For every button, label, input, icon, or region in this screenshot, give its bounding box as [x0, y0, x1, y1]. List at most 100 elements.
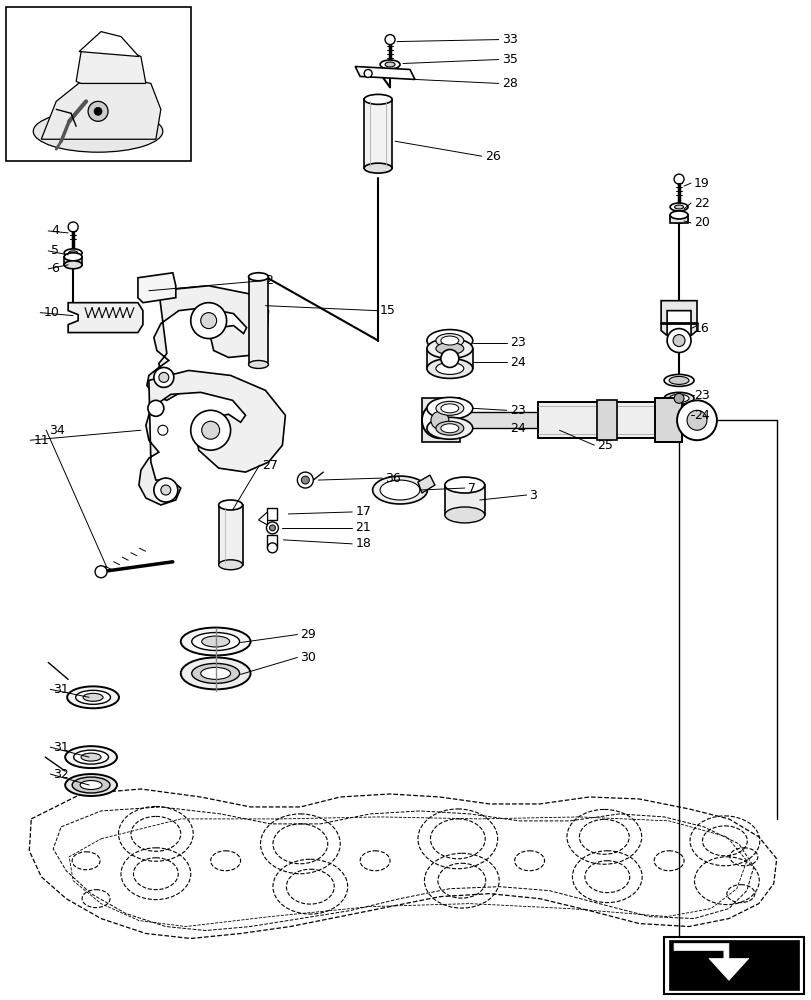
Circle shape — [301, 476, 309, 484]
Bar — [444, 485, 484, 515]
Text: 6: 6 — [51, 262, 59, 275]
Ellipse shape — [427, 417, 472, 439]
Ellipse shape — [69, 251, 78, 255]
Polygon shape — [418, 475, 435, 493]
Text: 19: 19 — [693, 177, 709, 190]
Circle shape — [148, 400, 164, 416]
Circle shape — [191, 410, 230, 450]
Ellipse shape — [372, 476, 427, 504]
Ellipse shape — [436, 334, 463, 348]
Polygon shape — [138, 273, 175, 303]
Ellipse shape — [440, 404, 458, 413]
Text: 15: 15 — [380, 304, 396, 317]
Circle shape — [153, 367, 174, 387]
Circle shape — [88, 101, 108, 121]
Text: 21: 21 — [354, 521, 371, 534]
Text: 28: 28 — [501, 77, 517, 90]
Ellipse shape — [663, 374, 693, 386]
Circle shape — [159, 372, 169, 382]
Ellipse shape — [363, 94, 392, 104]
Circle shape — [157, 425, 168, 435]
Circle shape — [201, 421, 219, 439]
Circle shape — [422, 402, 457, 438]
Polygon shape — [68, 303, 143, 333]
Ellipse shape — [427, 330, 472, 352]
Ellipse shape — [669, 215, 687, 223]
Text: 31: 31 — [54, 741, 69, 754]
Polygon shape — [76, 47, 146, 83]
Text: 23: 23 — [509, 336, 525, 349]
Bar — [668, 940, 798, 990]
Circle shape — [431, 411, 448, 429]
Ellipse shape — [64, 249, 82, 257]
Circle shape — [68, 222, 78, 232]
Ellipse shape — [440, 336, 458, 345]
Text: 24: 24 — [509, 422, 525, 435]
Text: 33: 33 — [501, 33, 517, 46]
Ellipse shape — [668, 394, 689, 402]
Bar — [64, 257, 82, 265]
Circle shape — [667, 329, 690, 353]
Circle shape — [191, 303, 226, 339]
Ellipse shape — [200, 667, 230, 679]
Text: 27: 27 — [262, 459, 278, 472]
Polygon shape — [354, 66, 414, 79]
Text: 31: 31 — [54, 683, 69, 696]
Ellipse shape — [218, 500, 242, 510]
Ellipse shape — [74, 750, 109, 764]
Bar — [427, 349, 472, 368]
Ellipse shape — [663, 392, 693, 404]
Ellipse shape — [669, 203, 687, 211]
Bar — [537, 402, 656, 438]
Circle shape — [94, 107, 102, 115]
Text: 3: 3 — [529, 489, 537, 502]
Ellipse shape — [444, 477, 484, 493]
Ellipse shape — [181, 628, 251, 655]
Ellipse shape — [81, 753, 101, 761]
Polygon shape — [41, 76, 161, 139]
Bar — [363, 99, 392, 168]
Text: 17: 17 — [354, 505, 371, 518]
Circle shape — [200, 313, 217, 329]
Circle shape — [267, 543, 277, 553]
Text: 20: 20 — [693, 216, 709, 229]
Text: 26: 26 — [484, 150, 500, 163]
Ellipse shape — [65, 774, 117, 796]
Ellipse shape — [436, 421, 463, 435]
Circle shape — [269, 525, 275, 531]
Text: BC03D081: BC03D081 — [670, 978, 720, 988]
Bar — [248, 277, 268, 364]
Bar — [663, 937, 803, 994]
Text: 25: 25 — [597, 439, 612, 452]
Polygon shape — [660, 301, 696, 336]
Ellipse shape — [191, 633, 239, 650]
Ellipse shape — [427, 339, 472, 358]
Text: 34: 34 — [49, 424, 65, 437]
Polygon shape — [267, 508, 277, 520]
Polygon shape — [258, 512, 267, 525]
Ellipse shape — [64, 253, 82, 261]
Text: 4: 4 — [51, 224, 59, 237]
Ellipse shape — [248, 360, 268, 368]
Ellipse shape — [427, 397, 472, 419]
Text: 23: 23 — [693, 389, 709, 402]
Circle shape — [161, 485, 170, 495]
Text: 24: 24 — [693, 409, 709, 422]
Polygon shape — [673, 943, 748, 980]
Circle shape — [266, 522, 278, 534]
Circle shape — [676, 400, 716, 440]
Ellipse shape — [248, 273, 268, 281]
Text: 32: 32 — [54, 768, 69, 781]
Ellipse shape — [83, 693, 103, 701]
Text: 11: 11 — [33, 434, 49, 447]
Ellipse shape — [436, 362, 463, 374]
Bar — [669, 215, 687, 223]
Text: 7: 7 — [467, 482, 475, 495]
Circle shape — [440, 350, 458, 367]
Polygon shape — [139, 370, 285, 505]
Bar — [457, 412, 537, 428]
Ellipse shape — [72, 777, 109, 793]
Ellipse shape — [674, 205, 683, 209]
Circle shape — [673, 174, 683, 184]
Ellipse shape — [33, 110, 163, 152]
